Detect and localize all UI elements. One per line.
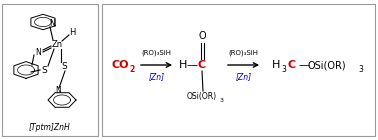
Text: H: H: [272, 60, 280, 70]
Text: OSi(OR): OSi(OR): [187, 92, 217, 101]
Text: H: H: [69, 27, 75, 37]
Text: S: S: [61, 61, 67, 71]
Text: C: C: [198, 60, 206, 70]
Text: 3: 3: [281, 65, 286, 74]
Text: [Tptm]ZnH: [Tptm]ZnH: [29, 123, 71, 132]
Text: —: —: [298, 60, 309, 70]
Text: [Zn]: [Zn]: [235, 73, 252, 81]
Text: Zn: Zn: [51, 39, 63, 48]
Text: 2: 2: [129, 65, 134, 74]
Text: N: N: [35, 47, 41, 57]
Text: CO: CO: [112, 60, 130, 70]
Text: —: —: [186, 60, 198, 70]
Text: O: O: [198, 31, 206, 41]
Text: [Zn]: [Zn]: [149, 73, 164, 81]
Bar: [2, 4, 98, 136]
Text: N: N: [55, 86, 61, 94]
Text: H: H: [179, 60, 187, 70]
Text: 3: 3: [358, 65, 363, 74]
Text: 3: 3: [220, 99, 224, 103]
Text: OSi(OR): OSi(OR): [308, 60, 347, 70]
Text: N: N: [49, 18, 55, 27]
Text: C: C: [288, 60, 296, 70]
Bar: [102, 4, 375, 136]
Text: (RO)₃SiH: (RO)₃SiH: [228, 50, 259, 56]
Text: (RO)₃SiH: (RO)₃SiH: [141, 50, 172, 56]
Text: S: S: [41, 66, 47, 74]
